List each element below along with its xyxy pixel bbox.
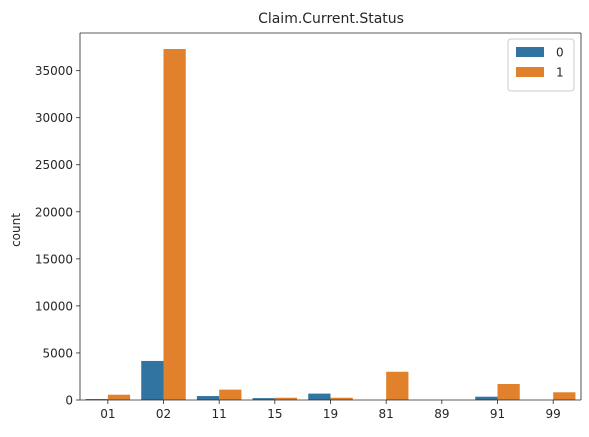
bar-series-1-91 [497, 384, 520, 400]
x-tick-label: 91 [490, 407, 505, 421]
legend: 01 [507, 38, 575, 92]
x-tick-label: 81 [379, 407, 394, 421]
y-tick-label: 10000 [35, 299, 73, 313]
x-tick-label: 11 [212, 407, 227, 421]
bar-series-0-11 [196, 396, 220, 400]
bar-series-0-15 [252, 398, 275, 400]
bar-series-1-02 [163, 49, 186, 400]
bar-series-1-19 [330, 397, 353, 400]
y-axis-label: count [9, 213, 23, 247]
x-tick-label: 15 [267, 407, 282, 421]
legend-label-1: 1 [556, 66, 564, 80]
y-tick-label: 20000 [35, 205, 73, 219]
y-tick-label: 35000 [35, 64, 73, 78]
legend-frame [507, 38, 575, 92]
bar-series-1-81 [386, 371, 409, 400]
bar-series-1-01 [107, 394, 131, 400]
y-tick-label: 30000 [35, 111, 73, 125]
legend-swatch-0 [516, 47, 544, 57]
y-tick-label: 0 [65, 394, 73, 408]
bar-series-1-99 [553, 392, 576, 400]
legend-swatch-1 [516, 67, 544, 77]
x-tick-label: 02 [156, 407, 171, 421]
x-tick-label: 89 [434, 407, 449, 421]
x-tick-label: 01 [100, 407, 115, 421]
x-tick-label: 19 [323, 407, 338, 421]
legend-label-0: 0 [556, 46, 564, 60]
bar-series-1-11 [219, 389, 242, 400]
y-tick-label: 25000 [35, 158, 73, 172]
x-tick-label: 99 [546, 407, 561, 421]
chart-title: Claim.Current.Status [258, 11, 404, 27]
bar-series-1-15 [274, 397, 298, 400]
bar-series-0-91 [475, 396, 498, 400]
bar-series-0-01 [85, 399, 108, 400]
y-tick-label: 5000 [42, 346, 73, 360]
bar-series-0-02 [141, 360, 164, 400]
y-tick-label: 15000 [35, 252, 73, 266]
bar-series-0-19 [308, 393, 331, 400]
